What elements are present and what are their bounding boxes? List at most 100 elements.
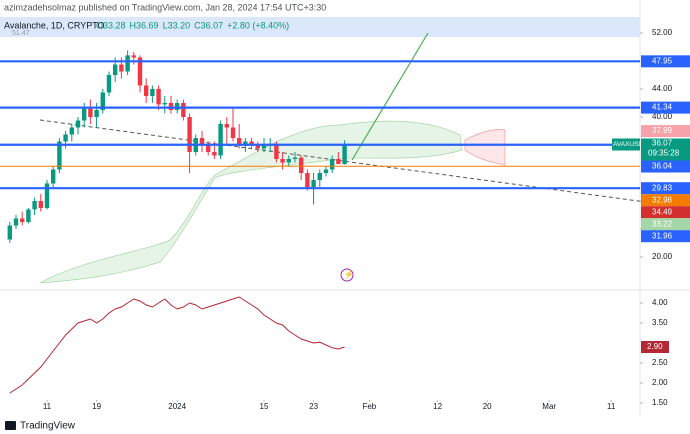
candle-body xyxy=(119,64,124,72)
price-tag xyxy=(641,101,690,114)
candle-body xyxy=(181,102,186,117)
candle-body xyxy=(205,145,211,153)
last-price-box xyxy=(641,138,690,161)
candle-body xyxy=(305,173,310,188)
candle-body xyxy=(156,88,161,105)
y-tick-label: 40.00 xyxy=(652,112,673,121)
candle-body xyxy=(329,159,335,170)
x-tick-label: 19 xyxy=(92,402,101,411)
price-tag xyxy=(641,182,690,195)
candle-body xyxy=(38,201,43,209)
y-tick-label: 3.50 xyxy=(652,318,668,327)
indicator-line xyxy=(9,296,345,394)
last-price-tag xyxy=(612,138,640,151)
candle-body xyxy=(75,120,81,128)
candle-body xyxy=(243,141,248,145)
candle-body xyxy=(236,137,242,145)
candle-body xyxy=(342,144,347,165)
candle-body xyxy=(32,201,37,210)
price-tag xyxy=(641,218,690,231)
ohlc-value: L33.20 xyxy=(163,20,191,30)
candle-body xyxy=(280,159,285,163)
candle-body xyxy=(81,106,87,121)
countdown: 09:35:28 xyxy=(648,149,680,158)
event-icon[interactable] xyxy=(340,268,354,282)
candle-body xyxy=(261,145,267,149)
candle-body xyxy=(69,127,74,135)
candle-body xyxy=(187,116,192,153)
ohlc-value: H36.69 xyxy=(130,20,159,30)
candle-body xyxy=(13,218,19,226)
candle-body xyxy=(26,209,31,223)
price-tag xyxy=(641,230,690,243)
x-tick-label: 23 xyxy=(309,402,318,411)
candle-body xyxy=(44,183,50,209)
candle-body xyxy=(317,173,322,181)
price-tag xyxy=(641,160,690,173)
candle-body xyxy=(249,141,254,145)
footer-logo xyxy=(5,421,16,430)
candle-body xyxy=(131,55,136,58)
ohlc-value: +2.80 (+8.40%) xyxy=(227,20,289,30)
candle-body xyxy=(7,225,12,240)
x-tick-label: 11 xyxy=(607,402,616,411)
candle-body xyxy=(50,169,56,184)
candle-body xyxy=(19,218,25,223)
price-tag xyxy=(641,206,690,219)
ohlc-value: C36.07 xyxy=(194,20,223,30)
candle-body xyxy=(212,152,217,156)
top-note: 51.47 xyxy=(12,30,30,37)
footer-brand: TradingView xyxy=(20,421,76,432)
candle-body xyxy=(224,123,229,128)
candle-body xyxy=(112,64,118,75)
ichimoku-cloud xyxy=(39,120,463,284)
y-tick-label: 20.00 xyxy=(652,252,673,261)
chart-title: Avalanche, 1D, CRYPTO xyxy=(4,20,105,30)
candle-body xyxy=(106,74,112,93)
footer-bg xyxy=(0,415,690,434)
ichimoku-cloud-future xyxy=(464,129,506,166)
candle-body xyxy=(298,157,304,174)
price-tag xyxy=(641,125,690,138)
y-tick-label: 44.00 xyxy=(652,84,673,93)
candle-body xyxy=(230,127,236,138)
candle-body xyxy=(150,88,155,96)
publisher-line: azimzadehsolmaz published on TradingView… xyxy=(4,2,326,12)
price-tag-label: 31.96 xyxy=(652,231,673,240)
candle-body xyxy=(143,85,149,96)
candle-body xyxy=(63,134,68,142)
x-tick-label: 2024 xyxy=(168,402,186,411)
price-tag-label: 32.96 xyxy=(652,195,673,204)
x-tick-label: Feb xyxy=(362,402,376,411)
y-tick-label: 2.00 xyxy=(652,378,668,387)
event-icon-glyph[interactable]: ⚡ xyxy=(344,269,354,279)
price-tag-label: 37.99 xyxy=(652,126,673,135)
candle-body xyxy=(125,55,130,72)
price-tag-label: 47.95 xyxy=(652,56,673,65)
candle-body xyxy=(88,106,93,117)
top-band xyxy=(0,17,640,37)
y-tick-label: 52.00 xyxy=(652,28,673,37)
candle-body xyxy=(255,145,260,149)
price-tag xyxy=(641,194,690,207)
x-tick-label: Mar xyxy=(542,402,556,411)
candle-body xyxy=(311,180,316,188)
last-value-tag xyxy=(641,341,669,353)
price-tag-label: 41.34 xyxy=(652,103,673,112)
candle-body xyxy=(292,157,298,160)
y-tick-label: 1.50 xyxy=(652,398,668,407)
candle-body xyxy=(199,137,205,145)
candle-body xyxy=(218,123,223,156)
candle-body xyxy=(286,159,291,163)
last-price: 36.07 xyxy=(652,139,673,148)
candle-body xyxy=(100,92,105,110)
candle-body xyxy=(274,143,279,160)
price-tag-label: 33.22 xyxy=(652,219,673,228)
candle-body xyxy=(174,102,180,110)
x-tick-label: 15 xyxy=(260,402,269,411)
candle-body xyxy=(57,141,62,170)
y-tick-label: 2.50 xyxy=(652,358,668,367)
price-tag xyxy=(641,55,690,68)
x-tick-label: 20 xyxy=(483,402,492,411)
